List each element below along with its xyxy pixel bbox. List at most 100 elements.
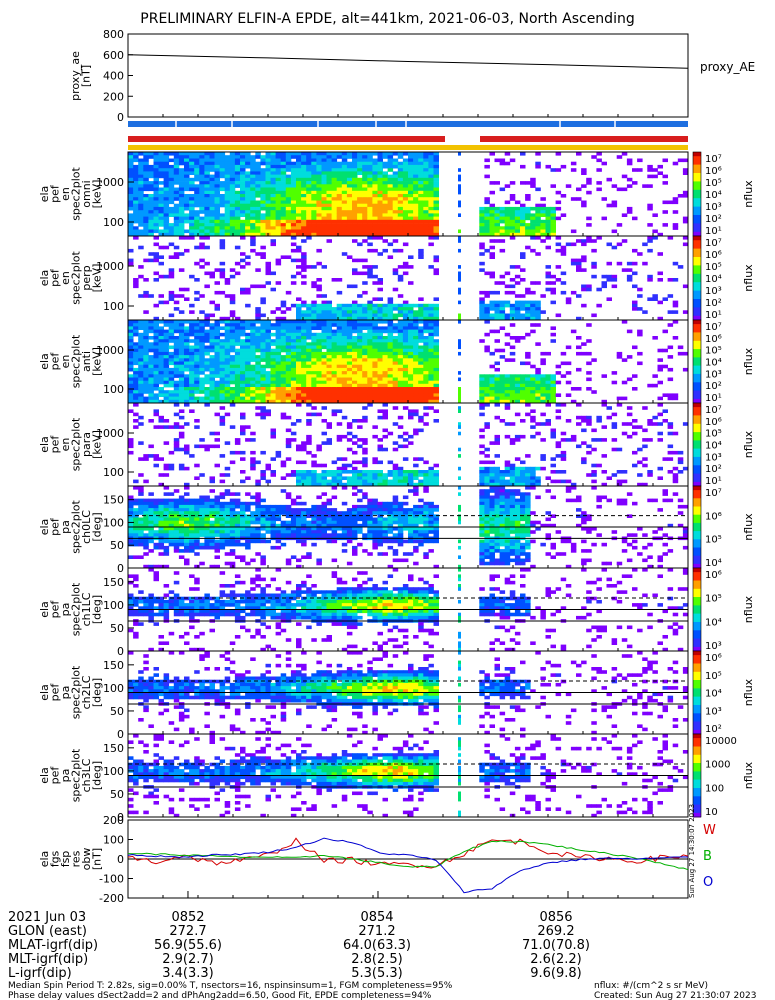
spectrogram-cell <box>362 168 368 172</box>
spectrogram-cell <box>168 290 175 295</box>
spectrogram-cell <box>296 387 302 391</box>
spectrogram-cell <box>133 351 139 356</box>
spectrogram-panel-para <box>128 403 689 487</box>
spectrogram-cell <box>326 336 332 340</box>
spectrogram-cell <box>413 399 419 404</box>
spectrogram-cell <box>270 181 276 185</box>
spectrogram-cell <box>178 161 185 166</box>
spectrogram-cell <box>311 307 317 311</box>
spectrogram-cell <box>240 226 246 230</box>
spectrogram-cell <box>143 387 149 391</box>
spectrogram-cell <box>362 419 368 423</box>
spectrogram-cell <box>397 355 404 359</box>
spectrogram-cell <box>209 164 215 169</box>
spectrogram-cell <box>428 377 434 382</box>
spectrogram-cell <box>357 399 363 404</box>
spectrogram-cell <box>301 460 307 465</box>
spectrogram-cell <box>560 470 567 474</box>
spectrogram-cell <box>199 332 205 337</box>
spectrogram-cell <box>301 255 307 259</box>
spectrogram-cell <box>194 226 200 230</box>
spectrogram-cell <box>234 171 241 175</box>
spectrogram-cell <box>153 387 159 391</box>
spectrogram-cell <box>408 216 414 221</box>
spectrogram-cell <box>234 348 241 353</box>
spectrogram-cell <box>163 399 170 404</box>
spectrogram-cell <box>402 219 409 224</box>
spectrogram-cell <box>540 361 546 366</box>
spectrogram-cell <box>143 290 149 295</box>
spectrogram-cell <box>352 361 358 366</box>
spectrogram-cell <box>408 158 414 163</box>
spectrogram-cell <box>377 152 383 156</box>
spectrogram-cell <box>341 332 348 337</box>
spectrogram-cell <box>504 284 511 289</box>
spectrogram-cell <box>392 326 399 330</box>
spectrogram-cell <box>189 206 195 211</box>
spectrogram-cell <box>311 232 317 237</box>
spectrogram-cell <box>489 387 495 391</box>
spectrogram-cell <box>229 460 236 465</box>
spectrogram-cell <box>545 164 551 169</box>
spectrogram-cell <box>316 210 322 214</box>
spectrogram-cell <box>367 155 373 159</box>
spectrogram-cell <box>392 206 399 211</box>
spectrogram-cell <box>509 303 516 308</box>
spectrogram-cell <box>570 434 577 439</box>
spectrogram-cell <box>128 168 134 172</box>
spectrogram-cell <box>357 171 363 175</box>
spectrogram-cell <box>387 213 394 217</box>
spectrogram-cell <box>535 203 541 208</box>
spectrogram-cell <box>275 336 282 340</box>
spectrogram-cell <box>535 393 541 397</box>
spectrogram-cell <box>352 441 358 445</box>
spectrogram-cell <box>204 345 210 350</box>
spectrogram-cell <box>209 197 215 201</box>
spectrogram-cell <box>402 313 409 318</box>
spectrogram-cell <box>362 441 368 445</box>
spectrogram-cell <box>209 300 215 305</box>
spectrogram-cell <box>504 396 511 401</box>
spectrogram-cell <box>341 177 348 182</box>
spectrogram-cell <box>413 380 419 385</box>
spectrogram-cell <box>509 476 516 480</box>
spectrogram-cell <box>341 336 348 340</box>
spectrogram-cell <box>509 473 516 477</box>
spectrogram-cell <box>362 470 368 474</box>
spectrogram-cell <box>265 463 271 468</box>
spectrogram-cell <box>204 367 210 372</box>
spectrogram-cell <box>484 396 490 401</box>
spectrogram-cell <box>275 390 282 394</box>
spectrogram-cell <box>632 374 638 378</box>
spectrogram-cell <box>204 284 210 289</box>
spectrogram-cell <box>275 229 282 234</box>
spectrogram-cell <box>209 336 215 340</box>
spectrogram-cell <box>560 290 567 295</box>
spectrogram-cell <box>143 361 149 366</box>
spectrogram-cell <box>143 168 149 172</box>
spectrogram-cell <box>178 190 185 195</box>
spectrogram-cell <box>311 336 317 340</box>
spectrogram-cell <box>418 307 424 311</box>
spectrogram-cell <box>402 323 409 327</box>
spectrogram-cell <box>280 197 287 201</box>
spectrogram-cell <box>219 390 226 394</box>
spectrogram-cell <box>138 339 144 343</box>
spectrogram-cell <box>326 339 332 343</box>
spectrogram-cell <box>520 380 526 385</box>
spectrogram-cell <box>173 300 180 305</box>
spectrogram-cell <box>240 290 246 295</box>
spectrogram-cell <box>382 351 388 356</box>
spectrogram-cell <box>372 187 378 192</box>
spectrogram-cell <box>178 345 185 350</box>
spectrogram-cell <box>163 197 170 201</box>
spectrogram-cell <box>530 473 536 477</box>
spectrogram-cell <box>484 387 490 391</box>
spectrogram-cell <box>234 450 241 455</box>
spectrogram-cell <box>245 164 251 169</box>
spectrogram-cell <box>341 374 348 378</box>
spectrogram-cell <box>229 181 236 185</box>
spectrogram-cell <box>163 377 170 382</box>
spectrogram-cell <box>550 274 556 279</box>
spectrogram-cell <box>194 210 200 214</box>
